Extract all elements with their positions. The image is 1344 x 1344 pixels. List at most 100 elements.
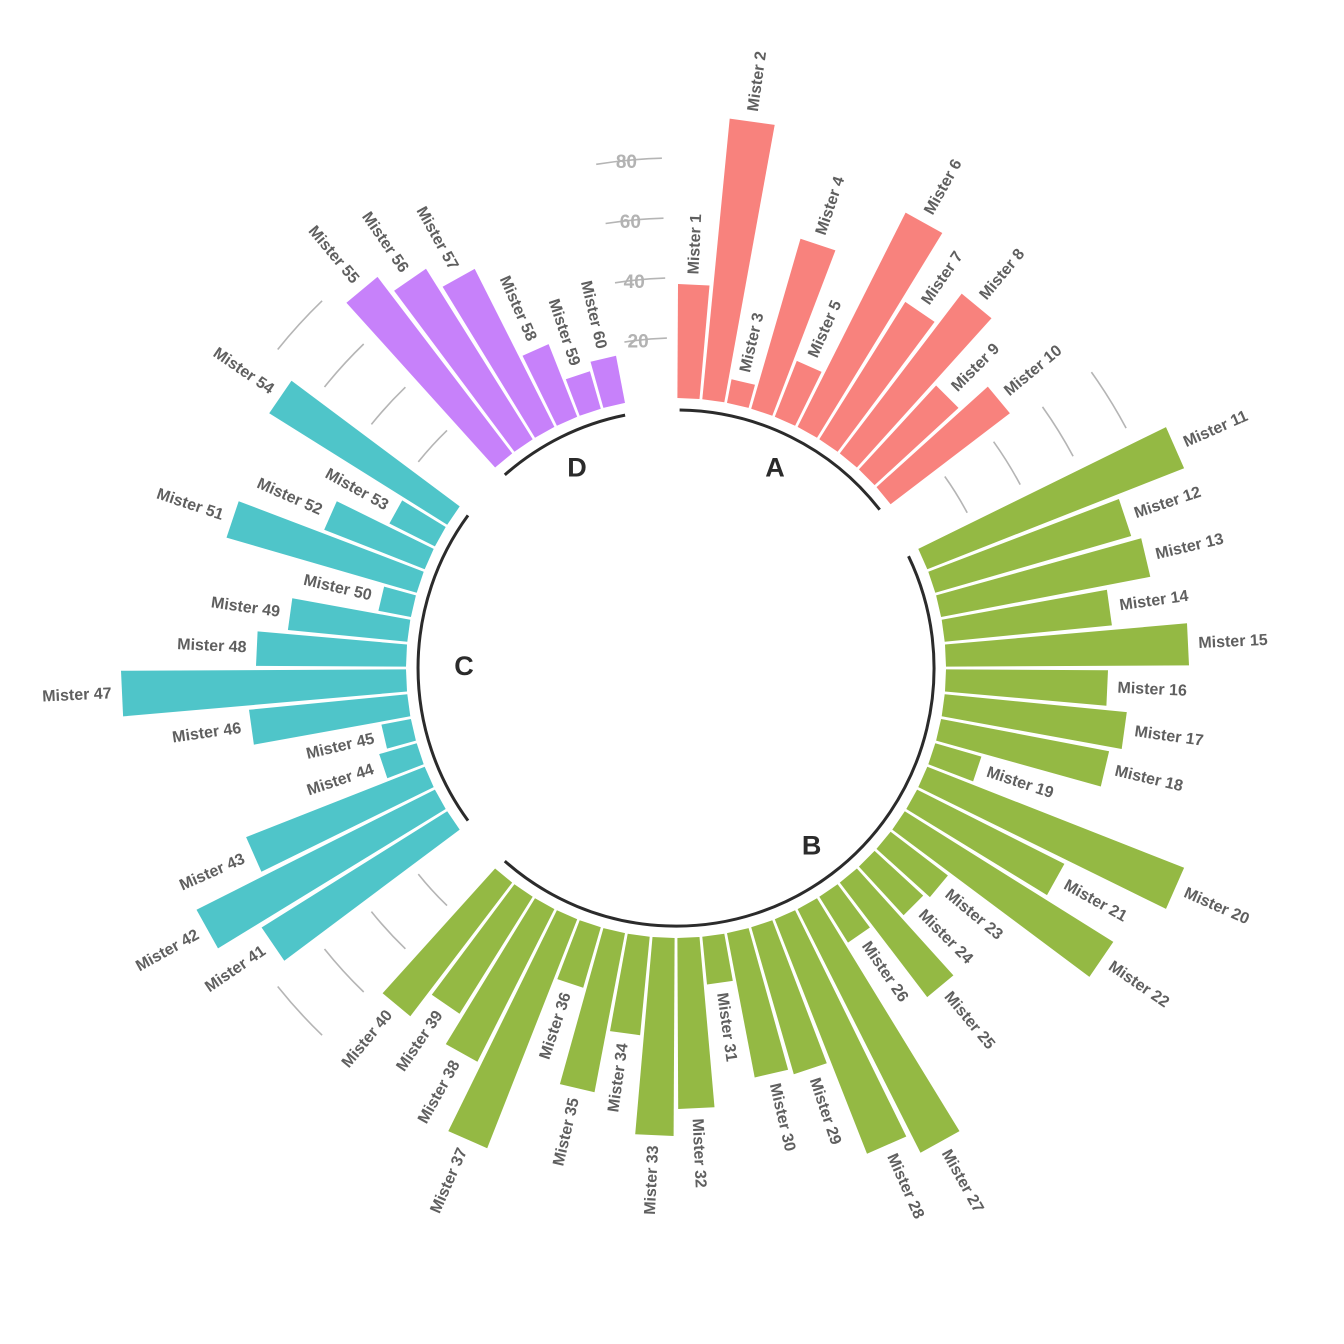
y-tick-label-80: 80	[616, 152, 637, 173]
y-tick-label-60: 60	[620, 212, 641, 233]
bar-mister-53	[389, 500, 446, 547]
gridline-arc-4-80	[596, 157, 662, 166]
bar-mister-51	[226, 501, 424, 593]
bar-label: Mister 37	[427, 1146, 471, 1216]
bar-mister-39	[431, 884, 533, 1014]
bar-mister-59	[565, 371, 601, 416]
bar-mister-46	[249, 694, 411, 745]
bar-label: Mister 33	[642, 1145, 662, 1215]
bar-mister-18	[936, 719, 1110, 787]
bar-mister-34	[610, 933, 650, 1036]
bar-mister-26	[819, 884, 870, 943]
bar-mister-30	[727, 928, 789, 1078]
bar-mister-56	[394, 268, 533, 452]
bar-label: Mister 14	[1118, 588, 1189, 614]
bar-label: Mister 60	[577, 279, 609, 351]
bar-label: Mister 20	[1181, 885, 1251, 929]
bar-label: Mister 49	[210, 594, 281, 620]
bar-mister-24	[858, 850, 924, 916]
bar-label: Mister 57	[413, 204, 462, 273]
bar-mister-28	[774, 910, 907, 1154]
bar-mister-9	[858, 385, 959, 486]
bar-mister-38	[445, 898, 555, 1062]
group-label-b: B	[802, 831, 822, 861]
bar-mister-58	[522, 344, 578, 426]
gridline-arc-1-40	[992, 441, 1021, 485]
bar-mister-48	[256, 631, 407, 667]
bar-mister-2	[702, 118, 775, 403]
bar-label: Mister 31	[713, 992, 739, 1063]
group-label-d: D	[567, 452, 587, 482]
group-arc-c	[416, 514, 470, 822]
bar-label: Mister 10	[1001, 342, 1065, 399]
bar-label: Mister 3	[737, 311, 767, 374]
bar-mister-32	[677, 937, 715, 1109]
group-labels-layer: A B C D	[416, 408, 936, 928]
bar-mister-44	[379, 743, 424, 779]
bar-mister-5	[774, 360, 822, 426]
bars-layer	[121, 118, 1189, 1154]
bar-mister-23	[876, 831, 948, 898]
bar-label: Mister 46	[171, 720, 242, 746]
bar-mister-11	[918, 427, 1185, 570]
gridline-arc-4-20	[624, 337, 667, 343]
gridline-arc-2-40	[370, 911, 406, 950]
bar-mister-14	[941, 589, 1112, 642]
gridline-arc-2-60	[323, 948, 365, 993]
bar-label: Mister 48	[177, 636, 247, 656]
bar-label: Mister 45	[305, 730, 377, 762]
bar-mister-50	[378, 586, 416, 617]
grid-layer	[277, 157, 1127, 1036]
gridline-arc-2-20	[417, 873, 448, 907]
bar-label: Mister 16	[1117, 680, 1187, 700]
bar-mister-43	[246, 766, 434, 872]
group-label-c: C	[454, 651, 474, 681]
bar-label: Mister 30	[766, 1082, 798, 1154]
bar-mister-7	[819, 301, 935, 452]
bar-mister-57	[442, 268, 555, 438]
tick-labels-layer: 20 40 60 80	[616, 152, 649, 353]
bar-label: Mister 29	[806, 1076, 844, 1147]
bar-label: Mister 54	[210, 345, 277, 398]
bar-label: Mister 13	[1154, 531, 1226, 563]
bar-mister-3	[727, 379, 755, 408]
bar-mister-16	[945, 669, 1108, 706]
bar-label: Mister 51	[154, 486, 225, 524]
bar-mister-15	[945, 623, 1189, 667]
bar-label: Mister 25	[941, 989, 998, 1053]
gridline-arc-4-40	[614, 277, 666, 284]
bar-mister-49	[287, 598, 411, 642]
gridline-arc-3-60	[323, 343, 365, 388]
bar-mister-8	[839, 293, 992, 468]
bar-mister-17	[941, 694, 1127, 749]
bar-mister-60	[590, 355, 625, 408]
gridline-arc-1-60	[1041, 406, 1074, 457]
bar-label: Mister 18	[1113, 763, 1185, 795]
bar-mister-45	[381, 719, 416, 749]
bar-mister-31	[702, 933, 733, 985]
bar-label: Mister 42	[133, 926, 202, 975]
bar-mister-47	[121, 669, 407, 717]
gridline-arc-1-20	[944, 476, 968, 514]
bar-label: Mister 41	[202, 943, 269, 996]
y-tick-label-20: 20	[628, 332, 649, 353]
bar-mister-52	[324, 501, 434, 570]
bar-mister-12	[928, 499, 1132, 593]
bar-mister-22	[892, 811, 1114, 977]
bar-mister-42	[196, 789, 446, 949]
bar-label: Mister 17	[1133, 723, 1204, 749]
bar-label: Mister 15	[1198, 632, 1268, 652]
bar-label: Mister 39	[393, 1008, 446, 1075]
gridline-arc-1-80	[1090, 371, 1127, 429]
gridline-arc-2-80	[277, 986, 323, 1036]
bar-label: Mister 22	[1105, 958, 1172, 1011]
bar-label: Mister 32	[689, 1118, 709, 1188]
bar-mister-55	[346, 276, 513, 468]
bar-mister-19	[928, 743, 982, 782]
bar-label: Mister 40	[339, 1007, 396, 1071]
bar-label: Mister 4	[813, 174, 848, 237]
bar-mister-4	[751, 238, 836, 416]
gridline-arc-3-40	[370, 386, 406, 425]
bar-label: Mister 56	[358, 209, 411, 276]
